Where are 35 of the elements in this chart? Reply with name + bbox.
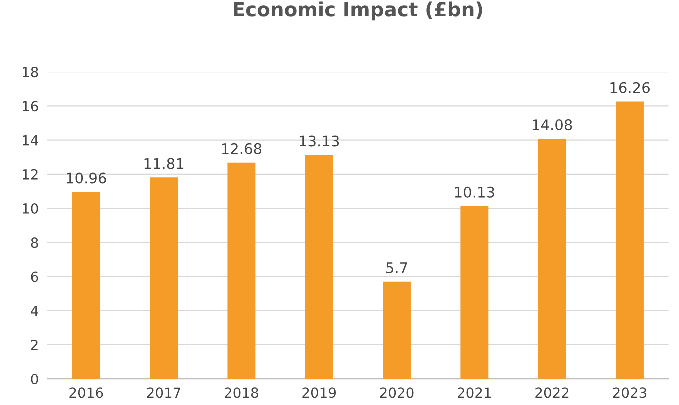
x-tick-label: 2021 — [458, 388, 492, 398]
y-tick-label: 12 — [23, 169, 38, 180]
y-tick-label: 8 — [31, 238, 38, 248]
data-label: 10.13 — [455, 186, 494, 198]
data-label: 11.81 — [144, 158, 184, 170]
x-tick-label: 2019 — [302, 388, 336, 398]
bar — [150, 178, 178, 380]
y-tick-label: 4 — [31, 306, 38, 316]
data-label: 13.13 — [300, 136, 340, 147]
x-tick-label: 2018 — [225, 388, 258, 398]
y-tick-label: 6 — [31, 272, 38, 282]
y-tick-label: 10 — [23, 204, 38, 214]
y-tick-label: 18 — [23, 67, 38, 78]
x-tick-label: 2020 — [380, 388, 414, 398]
x-tick-label: 2017 — [147, 388, 181, 398]
data-label: 5.7 — [386, 262, 408, 274]
data-label: 14.08 — [533, 120, 572, 131]
bar — [616, 102, 644, 380]
bar — [228, 162, 256, 380]
bar — [305, 155, 334, 380]
bar — [383, 282, 411, 380]
y-tick-label: 14 — [23, 135, 38, 146]
x-tick-label: 2023 — [613, 388, 647, 398]
y-tick-label: 0 — [31, 374, 38, 385]
y-tick-label: 16 — [23, 101, 38, 112]
chart-title: Economic Impact (£bn) — [234, 2, 482, 21]
data-label: 12.68 — [222, 143, 262, 154]
x-tick-label: 2022 — [536, 388, 569, 398]
y-tick-label: 2 — [31, 340, 38, 350]
bar — [538, 138, 566, 380]
data-label: 16.26 — [610, 82, 650, 94]
bar — [72, 192, 100, 380]
x-tick-label: 2016 — [70, 388, 104, 398]
data-label: 10.96 — [67, 172, 106, 184]
bar — [460, 206, 489, 380]
